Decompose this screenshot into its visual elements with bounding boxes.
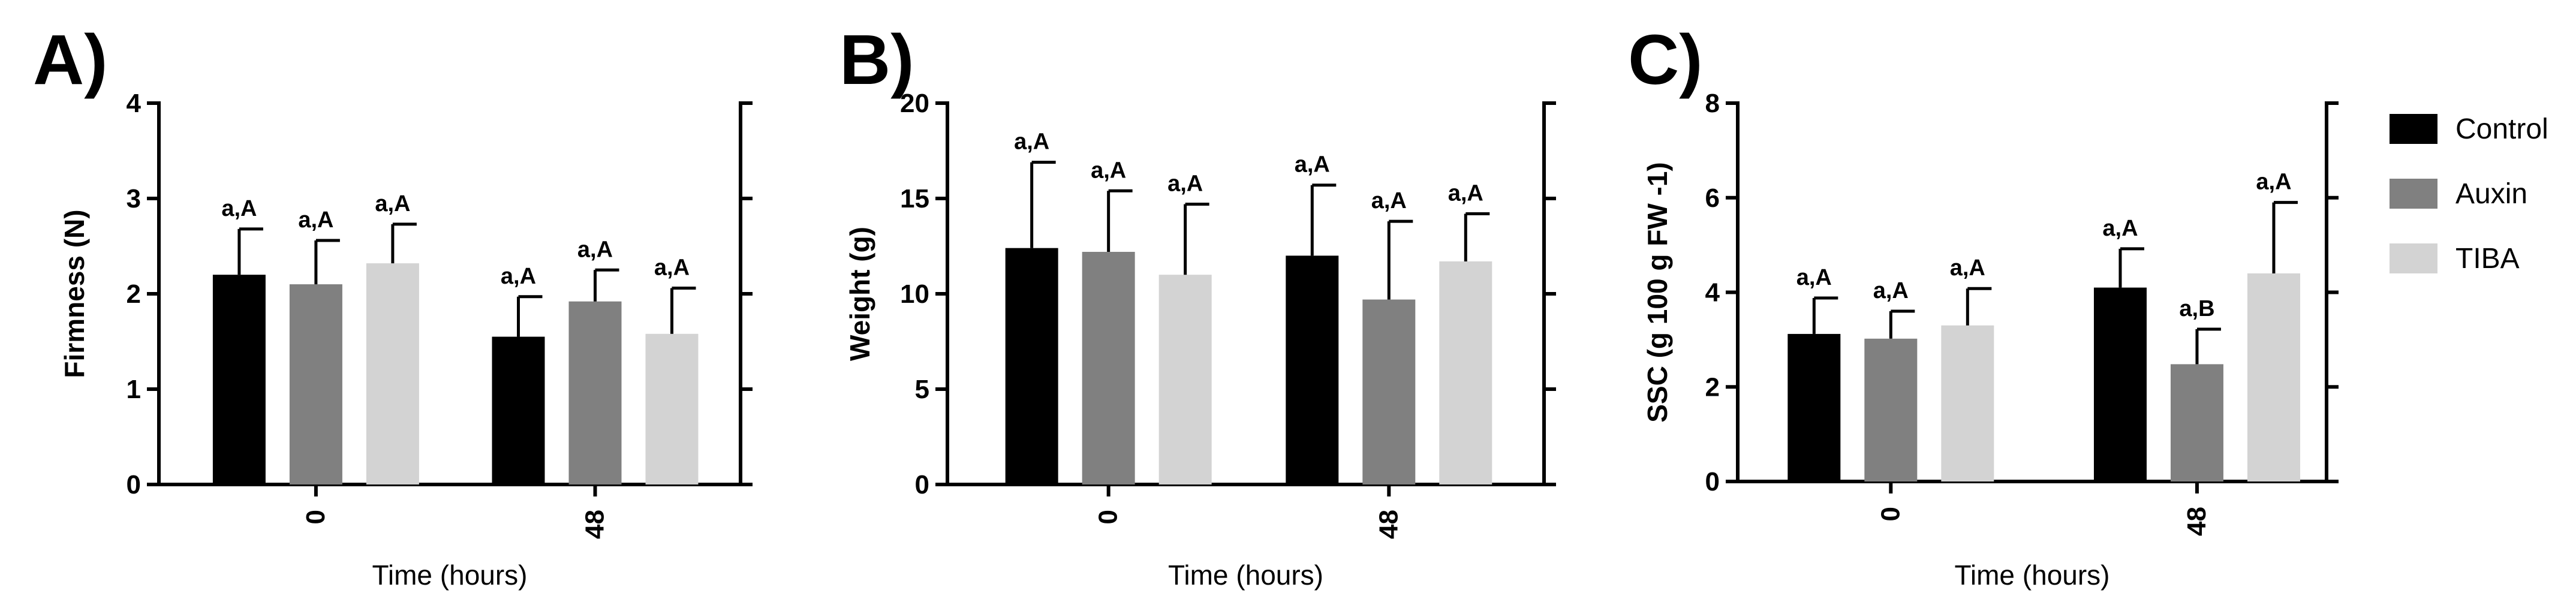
bar-control	[1787, 333, 1841, 481]
bar-auxin	[2170, 364, 2223, 481]
bar-annotation: a,B	[2179, 296, 2214, 321]
legend-swatch-control	[2390, 114, 2437, 144]
bar-control	[1286, 255, 1339, 484]
bar-auxin	[1864, 338, 1918, 481]
y-axis-title: Weight (g)	[844, 227, 875, 361]
bar-annotation: a,A	[2102, 216, 2138, 241]
bar-control	[2093, 287, 2147, 481]
y-tick-label: 15	[900, 184, 929, 213]
x-axis-title: Time (hours)	[1168, 559, 1323, 591]
bar-annotation: a,A	[1091, 158, 1126, 183]
bar-annotation: a,A	[1796, 265, 1832, 290]
bar-control	[212, 275, 266, 484]
bar-annotation: a,A	[221, 196, 257, 221]
legend: Control Auxin TIBA	[2390, 113, 2548, 275]
bar-auxin	[568, 301, 622, 484]
bar-tiba	[2247, 273, 2300, 481]
bar-tiba	[1439, 261, 1492, 484]
x-tick-label: 48	[1374, 510, 1403, 539]
legend-swatch-auxin	[2390, 179, 2437, 209]
bar-annotation: a,A	[654, 255, 690, 280]
panel-label: A)	[33, 20, 108, 100]
y-tick-label: 10	[900, 279, 929, 309]
bar-annotation: a,A	[1371, 188, 1407, 213]
y-tick-label: 0	[915, 470, 929, 499]
bar-annotation: a,A	[1448, 180, 1483, 206]
y-axis-title: Firmness (N)	[59, 209, 90, 378]
y-tick-label: 3	[127, 184, 141, 213]
y-tick-label: 2	[1705, 372, 1720, 402]
y-tick-label: 20	[900, 89, 929, 118]
panel-label: B)	[839, 20, 914, 100]
x-axis-title: Time (hours)	[1955, 559, 2110, 591]
bar-auxin	[1362, 299, 1416, 484]
bar-tiba	[1941, 325, 1994, 481]
bar-annotation: a,A	[2256, 170, 2291, 195]
legend-label-tiba: TIBA	[2455, 243, 2520, 275]
bar-tiba	[1158, 275, 1212, 484]
bar-annotation: a,A	[375, 191, 410, 216]
x-tick-label: 48	[580, 510, 610, 539]
bar-control	[492, 336, 545, 484]
y-tick-label: 0	[127, 470, 141, 499]
bar-annotation: a,A	[1950, 255, 1985, 281]
bar-auxin	[1082, 252, 1135, 484]
y-tick-label: 6	[1705, 183, 1720, 213]
legend-label-control: Control	[2455, 113, 2548, 145]
panel-a: A) Firmness (N) 0 1 2 3 4 0 a,A a,A a,A 48 a,A a,A a,A…	[33, 20, 753, 591]
y-tick-label: 1	[127, 375, 141, 404]
y-tick-label: 4	[127, 89, 142, 118]
bar-control	[1005, 248, 1058, 484]
x-tick-label: 0	[1094, 510, 1123, 524]
x-tick-label: 0	[1876, 507, 1905, 521]
y-tick-label: 5	[915, 375, 929, 404]
panel-b: B) Weight (g) 0 5 10 15 20 0 a,A a,A a,A 48 a,A a,A a,…	[839, 20, 1556, 591]
panel-label: C)	[1628, 20, 1703, 100]
legend-label-auxin: Auxin	[2455, 178, 2527, 210]
y-tick-label: 0	[1705, 467, 1720, 496]
bar-annotation: a,A	[1873, 278, 1909, 303]
bar-annotation: a,A	[501, 264, 536, 289]
bar-tiba	[366, 263, 419, 484]
bar-annotation: a,A	[1167, 171, 1203, 197]
bar-auxin	[289, 284, 342, 484]
x-axis-title: Time (hours)	[372, 559, 528, 591]
bar-annotation: a,A	[1014, 130, 1049, 155]
y-tick-label: 8	[1705, 89, 1720, 118]
bar-tiba	[645, 333, 699, 484]
bar-annotation: a,A	[1295, 152, 1330, 177]
x-tick-label: 0	[301, 510, 330, 524]
legend-swatch-tiba	[2390, 243, 2437, 273]
x-tick-label: 48	[2182, 507, 2211, 536]
panel-c: C) SSC (g 100 g FW -1) 0 2 4 6 8 0 a,A a,A a,A 48 a,…	[1628, 20, 2339, 591]
y-tick-label: 2	[127, 279, 141, 309]
bar-annotation: a,A	[577, 237, 613, 262]
y-axis-title: SSC (g 100 g FW -1)	[1642, 162, 1673, 422]
bar-annotation: a,A	[298, 207, 333, 233]
y-tick-label: 4	[1705, 278, 1720, 308]
